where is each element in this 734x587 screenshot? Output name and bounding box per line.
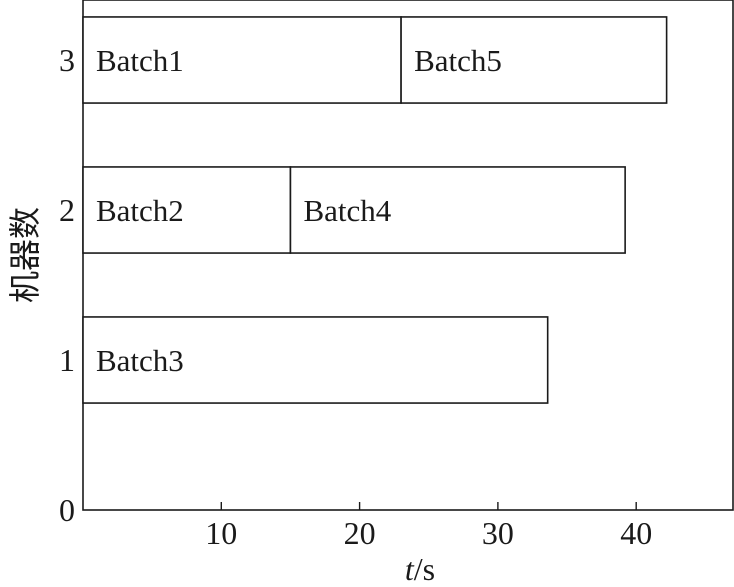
y-axis-label: 机器数 (7, 207, 43, 303)
y-tick-label-1: 1 (59, 342, 75, 378)
bars-group: Batch1 Batch5 Batch2 Batch4 Batch3 (82, 16, 668, 404)
x-tick-label-20: 20 (344, 515, 376, 551)
task-bar-batch2 (82, 166, 292, 254)
x-tick-label-30: 30 (482, 515, 514, 551)
x-axis-label-italic: t (405, 551, 415, 587)
task-label-batch2: Batch2 (96, 193, 184, 228)
x-tick-label-10: 10 (205, 515, 237, 551)
y-tick-label-2: 2 (59, 192, 75, 228)
task-bar-batch5 (400, 16, 668, 104)
task-bar-batch1 (82, 16, 402, 104)
task-bar-batch3 (82, 316, 549, 404)
task-label-batch5: Batch5 (414, 43, 502, 78)
y-tick-label-3: 3 (59, 42, 75, 78)
x-tick-label-40: 40 (620, 515, 652, 551)
task-label-batch3: Batch3 (96, 343, 184, 378)
tick-labels-group: 10 20 30 40 0 1 2 3 (59, 42, 652, 551)
ticks-group (220, 502, 637, 510)
task-label-batch4: Batch4 (303, 193, 391, 228)
task-label-batch1: Batch1 (96, 43, 184, 78)
plot-frame (82, 0, 734, 511)
task-bar-batch4 (289, 166, 626, 254)
y-tick-label-0: 0 (59, 492, 75, 528)
x-axis-label: t/s (405, 551, 435, 587)
x-axis-label-unit: /s (414, 551, 435, 587)
